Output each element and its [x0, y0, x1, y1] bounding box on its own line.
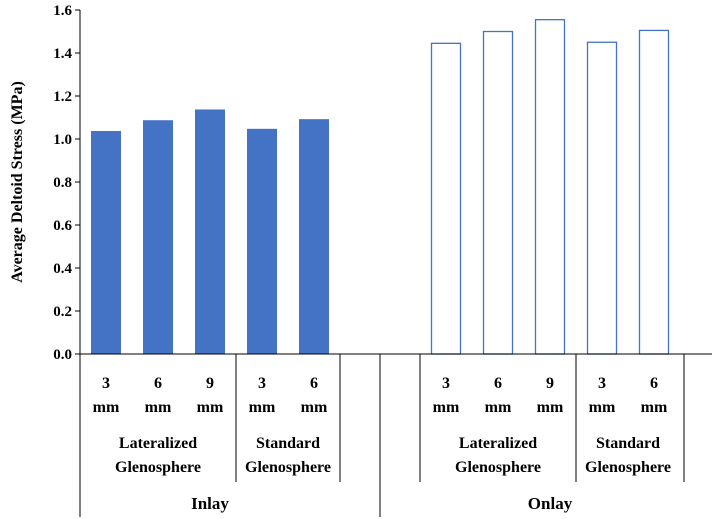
- subgroup-label-line1: Lateralized: [459, 435, 537, 452]
- bar-size-label-unit: mm: [301, 399, 328, 416]
- bar-size-label-number: 3: [442, 375, 450, 392]
- bar-size-label-unit: mm: [197, 399, 224, 416]
- bar: [299, 119, 329, 355]
- y-tick-label: 1.0: [53, 132, 72, 148]
- y-tick-label: 0.8: [53, 175, 72, 191]
- bar-size-label-unit: mm: [537, 399, 564, 416]
- subgroup-label-line2: Glenosphere: [115, 459, 201, 476]
- bar: [91, 130, 121, 355]
- y-tick-label: 1.6: [53, 3, 72, 19]
- bar: [143, 120, 173, 355]
- bar: [586, 41, 618, 355]
- bar-size-label-number: 3: [258, 375, 266, 392]
- bar-size-label-number: 9: [546, 375, 554, 392]
- group-label: Inlay: [191, 494, 229, 513]
- bar: [247, 128, 277, 355]
- bar-size-label-unit: mm: [93, 399, 120, 416]
- bar-size-label-number: 6: [310, 375, 318, 392]
- bar-size-label-number: 9: [206, 375, 214, 392]
- bar: [534, 19, 566, 355]
- subgroup-label-line1: Standard: [256, 435, 320, 452]
- subgroup-label-line2: Glenosphere: [585, 459, 671, 476]
- group-label: Onlay: [528, 494, 573, 513]
- bar: [195, 109, 225, 355]
- subgroup-label-line2: Glenosphere: [245, 459, 331, 476]
- y-tick-label: 1.4: [53, 46, 72, 62]
- bar-size-label-unit: mm: [485, 399, 512, 416]
- subgroup-label-line1: Standard: [596, 435, 660, 452]
- subgroup-label-line2: Glenosphere: [455, 459, 541, 476]
- y-tick-label: 1.2: [53, 89, 72, 105]
- bar-size-label-number: 3: [598, 375, 606, 392]
- bar-size-label-unit: mm: [589, 399, 616, 416]
- bar-size-label-unit: mm: [641, 399, 668, 416]
- bar-size-label-unit: mm: [145, 399, 172, 416]
- bar: [482, 30, 514, 355]
- bar-size-label-number: 3: [102, 375, 110, 392]
- y-axis-title: Average Deltoid Stress (MPa): [9, 81, 26, 283]
- bar: [430, 42, 462, 355]
- bar-size-label-unit: mm: [249, 399, 276, 416]
- y-tick-label: 0.4: [53, 261, 72, 277]
- y-tick-label: 0.0: [53, 347, 72, 363]
- bar: [638, 29, 670, 355]
- bar-size-label-unit: mm: [433, 399, 460, 416]
- bar-size-label-number: 6: [650, 375, 658, 392]
- bar-size-label-number: 6: [154, 375, 162, 392]
- y-tick-label: 0.2: [53, 304, 72, 320]
- y-tick-label: 0.6: [53, 218, 72, 234]
- bar-size-label-number: 6: [494, 375, 502, 392]
- subgroup-label-line1: Lateralized: [119, 435, 197, 452]
